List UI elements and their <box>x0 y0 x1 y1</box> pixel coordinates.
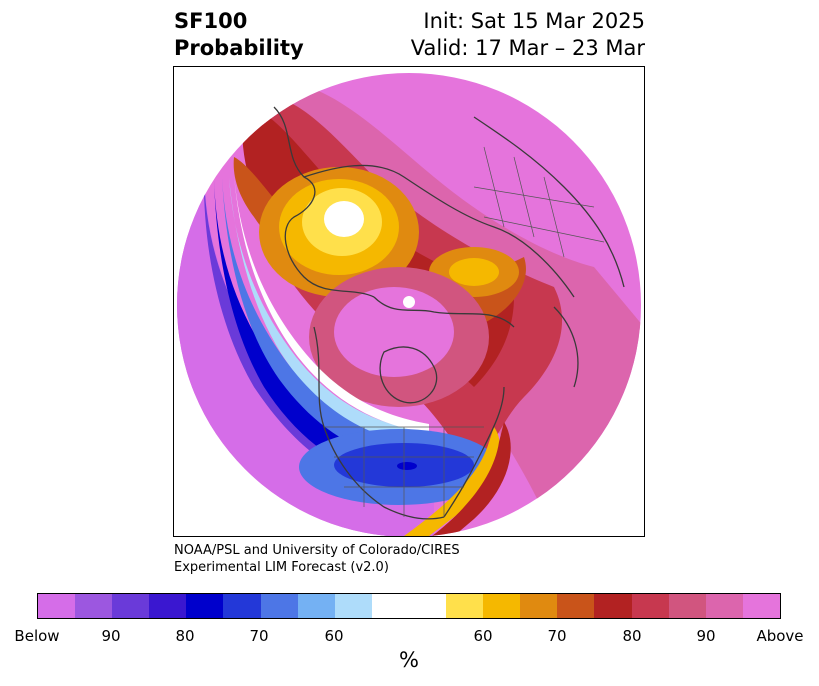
colorbar-unit: % <box>399 648 419 672</box>
credit-line1: NOAA/PSL and University of Colorado/CIRE… <box>174 543 460 558</box>
colorbar-segment <box>668 594 706 618</box>
colorbar-tick-label: 80 <box>175 627 195 645</box>
colorbar-tick-label: 70 <box>249 627 269 645</box>
colorbar-tick-label: 90 <box>101 627 121 645</box>
east-warm-red <box>432 422 511 536</box>
colorbar-tick-label: 60 <box>324 627 344 645</box>
colorbar-segment <box>334 594 372 618</box>
coastlines <box>273 106 625 520</box>
colorbar-tick-label: 90 <box>696 627 716 645</box>
colorbar <box>37 593 781 619</box>
valid-dates: Valid: 17 Mar – 23 Mar <box>410 36 645 60</box>
colorbar-segment <box>520 594 558 618</box>
colorbar-segment <box>38 594 76 618</box>
north-pole-hole <box>403 296 415 308</box>
colorbar-segment <box>149 594 187 618</box>
borders <box>324 146 605 517</box>
colorbar-segment <box>594 594 632 618</box>
cold-band-3 <box>222 177 429 462</box>
east-warm-edge <box>404 427 500 536</box>
colorbar-segment <box>446 594 484 618</box>
colorbar-segment <box>631 594 669 618</box>
credit-text: NOAA/PSL and University of Colorado/CIRE… <box>174 542 460 576</box>
colorbar-segment <box>371 594 447 618</box>
title-variable: SF100 <box>174 9 248 33</box>
asia-warm-inner <box>449 258 499 286</box>
map-title: SF100 Probability <box>174 8 304 62</box>
map-dates: Init: Sat 15 Mar 2025 Valid: 17 Mar – 23… <box>411 8 645 62</box>
colorbar-segment <box>223 594 261 618</box>
colorbar-tick-label: 60 <box>473 627 493 645</box>
cold-band-white <box>234 175 429 433</box>
europe-warm-core <box>324 201 364 237</box>
colorbar-tick-label: 70 <box>547 627 567 645</box>
colorbar-segment <box>297 594 335 618</box>
colorbar-segment <box>557 594 595 618</box>
map-frame <box>173 66 645 537</box>
cold-band-4 <box>229 177 429 445</box>
colorbar-segment <box>112 594 150 618</box>
init-date: Init: Sat 15 Mar 2025 <box>423 9 645 33</box>
colorbar-segment <box>483 594 521 618</box>
title-type: Probability <box>174 36 304 60</box>
colorbar-tick-label: 80 <box>622 627 642 645</box>
probability-map <box>177 73 641 536</box>
colorbar-tick-label: Below <box>14 627 60 645</box>
arctic-above-inner <box>334 287 454 377</box>
colorbar-segment <box>742 594 780 618</box>
colorbar-segment <box>186 594 224 618</box>
us-cold-core <box>397 462 417 470</box>
colorbar-segment <box>260 594 298 618</box>
colorbar-tick-label: Above <box>756 627 804 645</box>
credit-line2: Experimental LIM Forecast (v2.0) <box>174 560 389 575</box>
probability-shading <box>177 73 641 536</box>
colorbar-segment <box>75 594 113 618</box>
colorbar-segment <box>705 594 743 618</box>
